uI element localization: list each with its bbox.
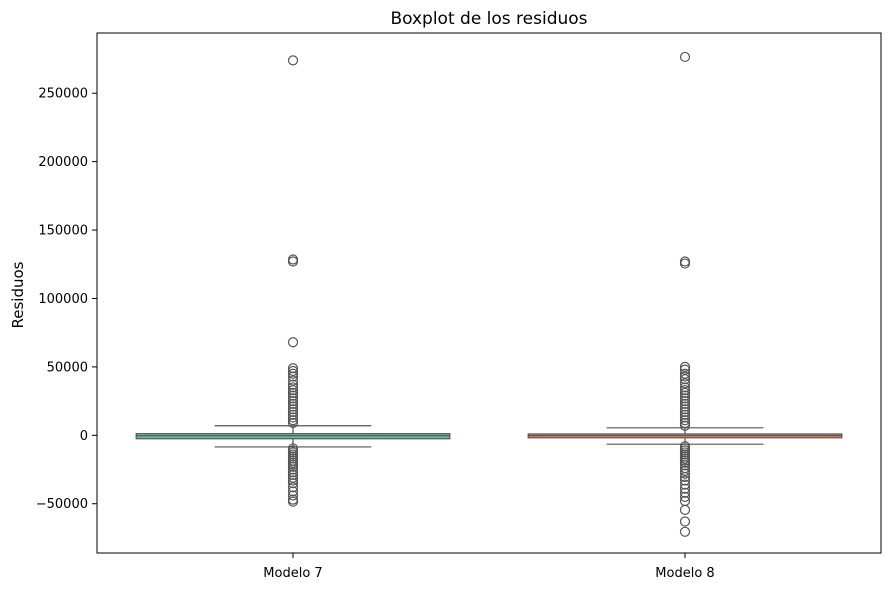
outlier-point [287, 387, 299, 398]
outlier-point [679, 487, 691, 498]
outlier-point [287, 382, 299, 393]
outlier-point [287, 486, 299, 497]
outlier-point [679, 51, 691, 63]
outlier-point [679, 398, 691, 409]
outlier-point [287, 390, 299, 401]
y-axis-label: Residuos [9, 261, 27, 328]
outlier-point [679, 420, 691, 431]
outlier-point [679, 406, 691, 418]
outlier-point [679, 526, 691, 537]
outlier-point [679, 483, 691, 494]
outlier-point [287, 396, 299, 407]
outlier-point [287, 464, 299, 475]
y-tick-label: 0 [80, 429, 88, 444]
outlier-point [287, 475, 299, 486]
y-tick-label: −50000 [36, 497, 88, 512]
outlier-point [679, 491, 691, 502]
y-tick-label: 200000 [38, 155, 88, 170]
outlier-point [287, 406, 299, 418]
outlier-point [287, 379, 299, 390]
outlier-point [287, 368, 299, 379]
outlier-point [287, 415, 299, 426]
outlier-point [287, 337, 299, 348]
outlier-point [679, 256, 691, 267]
outlier-point [679, 460, 691, 471]
outlier-point [287, 496, 299, 507]
outlier-point [287, 363, 299, 374]
outlier-point [287, 371, 299, 382]
outlier-point [679, 412, 691, 423]
outlier-point [287, 393, 299, 404]
outlier-point [287, 469, 299, 481]
outlier-point [679, 374, 691, 385]
outlier-point [679, 258, 691, 269]
outlier-point [679, 371, 691, 382]
outlier-point [287, 385, 299, 396]
y-tick-label: 50000 [47, 360, 88, 375]
outlier-point [679, 475, 691, 486]
outlier-point [287, 409, 299, 420]
outlier-point [287, 461, 299, 472]
outlier-point [287, 55, 299, 66]
plot-area [135, 51, 843, 537]
outlier-point [679, 382, 691, 393]
outlier-point [679, 516, 691, 527]
outlier-point [287, 401, 299, 412]
outlier-point [287, 417, 299, 429]
y-tick-label: 150000 [38, 224, 88, 239]
outlier-point [679, 401, 691, 412]
outlier-point [679, 390, 691, 401]
outlier-point [679, 417, 691, 429]
y-tick-label: 100000 [38, 292, 88, 307]
outlier-point [679, 471, 691, 483]
outlier-point [679, 409, 691, 420]
outlier-point [679, 393, 691, 404]
outlier-point [287, 482, 299, 493]
outlier-point [287, 256, 299, 267]
outlier-point [679, 457, 691, 468]
outlier-point [287, 404, 299, 415]
outlier-point [679, 396, 691, 407]
y-tick-label: 250000 [38, 87, 88, 102]
outlier-point [679, 468, 691, 479]
chart-title: Boxplot de los residuos [390, 9, 587, 29]
outlier-point [679, 385, 691, 396]
outlier-point [679, 504, 691, 515]
outlier-point [287, 467, 299, 478]
x-tick-label: Modelo 8 [655, 566, 714, 581]
plot-frame [96, 32, 882, 554]
outlier-point [679, 404, 691, 415]
outlier-point [287, 478, 299, 489]
outlier-point [679, 415, 691, 426]
outlier-point [679, 387, 691, 398]
outlier-point [679, 479, 691, 490]
outlier-point [287, 254, 299, 265]
outlier-point [287, 490, 299, 501]
outlier-point [287, 412, 299, 423]
outlier-point [287, 398, 299, 409]
x-tick-label: Modelo 7 [263, 566, 322, 581]
